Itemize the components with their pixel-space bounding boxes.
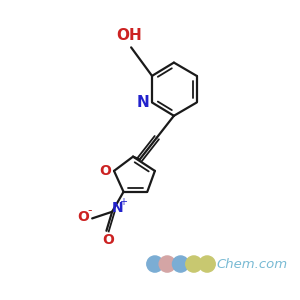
Circle shape <box>172 256 189 272</box>
Text: Chem.com: Chem.com <box>217 257 288 271</box>
Text: N: N <box>137 95 150 110</box>
Text: OH: OH <box>116 28 142 43</box>
Text: O: O <box>100 164 111 178</box>
Text: -: - <box>87 204 92 217</box>
Circle shape <box>147 256 163 272</box>
Text: N: N <box>112 201 124 215</box>
Circle shape <box>186 256 202 272</box>
Circle shape <box>199 256 215 272</box>
Text: O: O <box>102 233 114 247</box>
Text: +: + <box>118 197 127 207</box>
Circle shape <box>159 256 175 272</box>
Text: O: O <box>78 211 90 224</box>
